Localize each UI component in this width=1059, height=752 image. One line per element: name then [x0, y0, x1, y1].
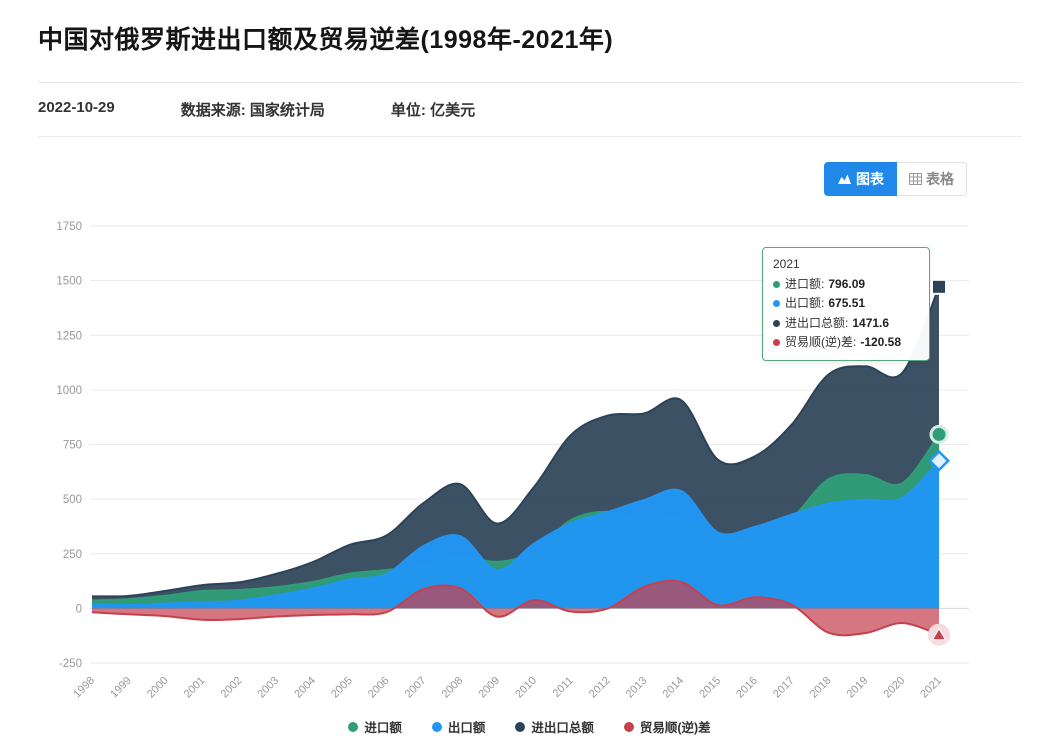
area-3	[92, 580, 939, 636]
tooltip-row: 进出口总额: 1471.6	[773, 314, 917, 333]
legend-dot-balance	[623, 721, 634, 732]
line-2	[91, 286, 940, 598]
y-tick-label: 500	[63, 494, 82, 506]
x-tick-label: 2010	[513, 675, 539, 701]
tooltip-value: -120.58	[860, 334, 902, 349]
tooltip-row: 出口额: 675.51	[773, 294, 917, 313]
x-tick-label: 2021	[918, 675, 944, 701]
y-tick-label: -250	[59, 658, 82, 670]
tooltip-row: 进口额: 796.09	[773, 275, 917, 294]
unit-label: 单位: 亿美元	[390, 102, 476, 119]
chart-legend: 进口额 出口额 进出口总额 贸易顺(逆)差	[0, 717, 1059, 736]
table-view-button[interactable]: 表格	[897, 162, 967, 196]
x-tick-label: 1998	[71, 675, 97, 701]
legend-dot-exports	[431, 721, 442, 732]
end-marker-circle	[929, 424, 949, 444]
page-title: 中国对俄罗斯进出口额及贸易逆差(1998年-2021年)	[38, 26, 614, 54]
area-chart-icon	[838, 174, 851, 184]
x-tick-label: 2004	[292, 675, 318, 701]
chart-view-button[interactable]: 图表	[824, 162, 897, 196]
tooltip-value: 675.51	[828, 296, 866, 311]
legend-item-total[interactable]: 进出口总额	[515, 717, 594, 736]
table-icon	[909, 173, 922, 185]
legend-item-exports[interactable]: 出口额	[431, 717, 486, 736]
tooltip-value: 796.09	[828, 277, 866, 292]
y-tick-label: 1750	[56, 221, 82, 233]
tooltip-label: 进出口总额:	[785, 315, 849, 330]
end-marker-triangle	[931, 627, 947, 641]
x-tick-label: 2014	[661, 675, 687, 701]
legend-label: 出口额	[447, 721, 486, 735]
divider-top	[38, 82, 1022, 83]
series-dot-total	[773, 319, 780, 327]
x-tick-label: 2017	[771, 675, 797, 701]
y-tick-label: 0	[76, 603, 82, 615]
data-source: 数据来源: 国家统计局	[180, 102, 325, 119]
legend-label: 进口额	[364, 721, 402, 735]
x-tick-label: 2020	[881, 675, 907, 701]
y-tick-label: 1250	[56, 330, 82, 342]
tooltip-label: 出口额:	[785, 296, 825, 311]
x-tick-label: 2009	[476, 675, 502, 701]
x-tick-label: 2008	[440, 675, 466, 701]
series-dot-balance	[773, 338, 780, 346]
x-tick-label: 2011	[551, 675, 576, 700]
legend-label: 贸易顺(逆)差	[639, 721, 711, 735]
tooltip-label: 贸易顺(逆)差:	[785, 334, 857, 349]
legend-item-imports[interactable]: 进口额	[348, 717, 402, 736]
y-tick-label: 250	[63, 549, 82, 561]
x-tick-label: 2019	[845, 675, 871, 701]
x-tick-label: 2002	[219, 675, 245, 701]
x-tick-label: 2012	[587, 675, 613, 701]
trade-area-chart[interactable]: -250 0 250 500 750 1000 1250 1500 1750 1998 1999 20…	[28, 203, 1033, 708]
legend-dot-imports	[348, 721, 359, 732]
legend-dot-total	[515, 721, 526, 732]
x-tick-label: 2013	[624, 675, 650, 701]
meta-bar: 2022-10-29 数据来源: 国家统计局 单位: 亿美元	[38, 99, 541, 120]
series-dot-exports	[773, 300, 780, 308]
divider-meta	[38, 136, 1022, 137]
tooltip-row: 贸易顺(逆)差: -120.58	[773, 333, 917, 352]
legend-item-balance[interactable]: 贸易顺(逆)差	[623, 717, 711, 736]
x-tick-label: 2000	[145, 675, 171, 701]
tooltip-label: 进口额:	[785, 277, 825, 292]
x-tick-label: 2001	[182, 675, 208, 701]
y-tick-label: 1500	[56, 276, 82, 288]
legend-label: 进出口总额	[531, 721, 594, 735]
x-tick-label: 2018	[808, 675, 834, 701]
end-marker-square	[931, 278, 947, 295]
chart-view-label: 图表	[856, 171, 884, 187]
table-view-label: 表格	[926, 171, 954, 187]
view-toggle: 图表 表格	[824, 162, 967, 196]
area-1	[92, 460, 939, 609]
x-tick-label: 2005	[329, 675, 355, 701]
line-1	[91, 460, 940, 607]
y-tick-label: 750	[63, 440, 82, 452]
end-marker-diamond	[928, 449, 950, 472]
y-tick-label: 1000	[56, 385, 82, 397]
x-tick-label: 2015	[697, 675, 723, 701]
publish-date: 2022-10-29	[38, 99, 115, 116]
chart-tooltip: 2021 进口额: 796.09 出口额: 675.51 进出口总额: 1471…	[762, 247, 930, 361]
x-tick-label: 2006	[366, 675, 392, 701]
tooltip-year: 2021	[773, 257, 800, 271]
x-tick-label: 2007	[403, 675, 429, 701]
x-tick-label: 1999	[108, 675, 134, 701]
series-dot-imports	[773, 281, 780, 289]
x-tick-label: 2016	[734, 675, 760, 701]
chart-area: -250 0 250 500 750 1000 1250 1500 1750 1998 1999 20…	[28, 203, 1038, 708]
line-3	[91, 579, 940, 637]
tooltip-value: 1471.6	[852, 315, 890, 330]
x-tick-label: 2003	[255, 675, 281, 701]
area-2	[92, 286, 939, 609]
